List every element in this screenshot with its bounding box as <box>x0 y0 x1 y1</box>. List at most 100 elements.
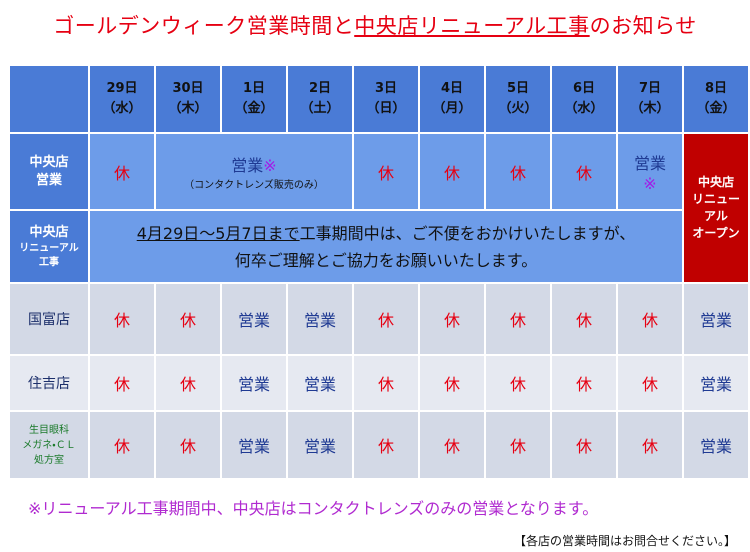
central-work-row: 中央店 リニューアル 工事 4月29日～5月7日まで工事期間中は、ご不便をおかけいた… <box>8 209 749 284</box>
row-label: 中央店 営業 <box>8 132 90 211</box>
status: 休 <box>575 311 592 330</box>
date-header: 8日 （金） <box>682 64 750 134</box>
status: 休 <box>443 163 460 183</box>
status: 営業 <box>633 154 666 173</box>
status-cell: 休 <box>550 354 618 412</box>
title-underlined: 中央店リニューアル工事 <box>354 14 590 38</box>
date-header: 3日 （日） <box>352 64 420 134</box>
label-line: 中央店 <box>29 224 69 240</box>
date: 4日 <box>440 81 464 96</box>
status-cell: 休 <box>550 132 618 211</box>
status-cell: 営業 <box>682 354 750 412</box>
status: 休 <box>377 375 394 394</box>
status: 営業 <box>231 156 264 175</box>
status-cell: 営業 <box>286 282 354 356</box>
notice-text: 工事期間中は、ご不便をおかけいたしますが、 <box>299 223 636 243</box>
label-line: 住吉店 <box>28 376 70 392</box>
renewal-line: 中央店 <box>697 175 734 189</box>
weekday: （金） <box>696 101 736 116</box>
date-header: 29日 （水） <box>88 64 156 134</box>
status: 休 <box>179 437 196 456</box>
status-cell: 休 <box>616 282 684 356</box>
status: 休 <box>377 311 394 330</box>
weekday: （月） <box>432 101 472 116</box>
date: 1日 <box>242 81 266 96</box>
status: 休 <box>179 375 196 394</box>
status-cell: 休 <box>352 132 420 211</box>
store-row: 生目眼科 メガネ・ＣＬ 処方室 休 休 営業 営業 休 休 休 休 休 営業 <box>8 410 750 480</box>
status-cell: 休 <box>550 410 618 480</box>
status-cell: 営業 ※ <box>616 132 684 211</box>
status-cell: 営業※ （コンタクトレンズ販売のみ） <box>154 132 354 211</box>
date: 2日 <box>308 81 332 96</box>
status-cell: 休 <box>88 132 156 211</box>
status-cell: 休 <box>154 410 222 480</box>
header-row: 29日 （水） 30日 （木） 1日 （金） 2日 （土） 3日 （日） 4日 （月） 5日 （火） 6日 （… <box>8 64 750 134</box>
status-cell: 営業 <box>220 410 288 480</box>
date: 3日 <box>374 81 398 96</box>
weekday: （木） <box>630 101 670 116</box>
corner-cell <box>8 64 90 134</box>
weekday: （火） <box>498 101 538 116</box>
renewal-line: オープン <box>692 226 740 240</box>
status-cell: 休 <box>352 354 420 412</box>
status-cell: 休 <box>154 354 222 412</box>
status-cell: 営業 <box>286 410 354 480</box>
date: 7日 <box>638 81 662 96</box>
note: 【各店の営業時間はお問合せください。】 <box>513 534 736 548</box>
title: ゴールデンウィーク営業時間と中央店リニューアル工事のお知らせ <box>0 10 750 40</box>
status: 休 <box>641 437 658 456</box>
row-label: 国富店 <box>8 282 90 356</box>
status-cell: 休 <box>484 410 552 480</box>
status: 休 <box>443 375 460 394</box>
notice-period: 4月29日～5月7日まで <box>136 223 300 243</box>
status-cell: 休 <box>418 410 486 480</box>
weekday: （日） <box>366 101 406 116</box>
status: 休 <box>443 311 460 330</box>
status-cell: 営業 <box>682 282 750 356</box>
weekday: （水） <box>564 101 604 116</box>
label-line: 国富店 <box>28 312 70 328</box>
status-cell: 休 <box>418 354 486 412</box>
status-cell: 休 <box>154 282 222 356</box>
row-label: 生目眼科 メガネ・ＣＬ 処方室 <box>8 410 90 480</box>
element: 29日 （水） 30日 （木） 1日 （金） 2日 （土） 3日 （日） 4日 （月） 5日 （火） 6日 （… <box>8 64 750 284</box>
row-label: 中央店 リニューアル 工事 <box>8 209 90 284</box>
mark: ※ <box>643 174 657 193</box>
work-notice: 4月29日～5月7日まで工事期間中は、ご不便をおかけいたしますが、何卒ご理解とご… <box>88 209 684 284</box>
status-cell: 営業 <box>286 354 354 412</box>
store-row: 国富店 休 休 営業 営業 休 休 休 休 休 営業 <box>8 282 750 356</box>
status: 休 <box>509 311 526 330</box>
label-line: 処方室 <box>34 454 64 466</box>
status-cell: 休 <box>484 132 552 211</box>
status-cell: 休 <box>550 282 618 356</box>
notice-text: 何卒ご理解とご協力をお願いいたします。 <box>234 250 538 270</box>
status: 営業 <box>237 375 270 394</box>
status: 営業 <box>699 311 732 330</box>
status-cell: 休 <box>616 410 684 480</box>
label-line: 中央店 <box>29 154 69 170</box>
date: 5日 <box>506 81 530 96</box>
weekday: （金） <box>234 101 274 116</box>
renewal-open: 中央店 リニュー アル オープン <box>682 132 750 284</box>
label-line: メガネ・ＣＬ <box>22 439 76 451</box>
status-cell: 休 <box>484 282 552 356</box>
weekday: （木） <box>168 101 208 116</box>
mark: ※ <box>263 156 277 175</box>
status: 営業 <box>699 375 732 394</box>
date-header: 5日 （火） <box>484 64 552 134</box>
status: 営業 <box>237 311 270 330</box>
date: 30日 <box>172 81 204 96</box>
status: 休 <box>113 437 130 456</box>
weekday: （水） <box>102 101 142 116</box>
renewal-line: アル <box>704 209 728 223</box>
status: 休 <box>575 375 592 394</box>
date-header: 7日 （木） <box>616 64 684 134</box>
status: 休 <box>509 437 526 456</box>
schedule-table: 29日 （水） 30日 （木） 1日 （金） 2日 （土） 3日 （日） 4日 （月） 5日 （火） 6日 （… <box>8 64 750 480</box>
status: 休 <box>179 311 196 330</box>
status: 休 <box>509 375 526 394</box>
label-line: リニューアル <box>19 242 79 254</box>
label-line: 営業 <box>35 172 62 188</box>
status: 休 <box>641 311 658 330</box>
